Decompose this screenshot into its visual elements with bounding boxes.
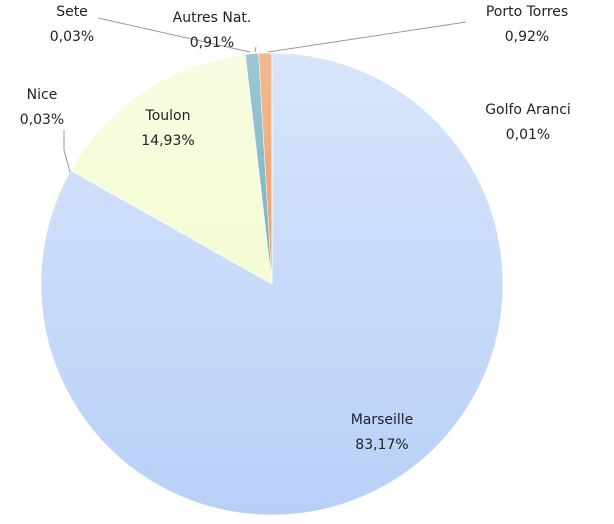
slice-label: Nice xyxy=(27,87,58,103)
leader-line xyxy=(63,130,71,173)
slice-value-label: 0,03% xyxy=(20,112,64,128)
labels: Marseille 83,17% Nice 0,03% Toulon 14,93% Sete… xyxy=(20,4,571,453)
slice-value-label: 14,93% xyxy=(141,133,194,149)
leader-line xyxy=(97,17,251,53)
slice-value-label: 0,92% xyxy=(505,29,549,45)
slice-label: Porto Torres xyxy=(486,4,568,20)
slice-value-label: 0,03% xyxy=(50,29,94,45)
leader-line xyxy=(267,21,467,53)
slice-value-label: 83,17% xyxy=(355,437,408,453)
pie xyxy=(40,52,504,516)
slice-value-label: 0,91% xyxy=(190,35,234,51)
slice-label: Marseille xyxy=(351,412,414,428)
slice-label: Golfo Aranci xyxy=(485,102,571,118)
slice-label: Sete xyxy=(56,4,88,20)
slice-label: Toulon xyxy=(145,108,191,124)
slice-value-label: 0,01% xyxy=(506,127,550,143)
slice-label: Autres Nat. xyxy=(173,10,252,26)
leader-line xyxy=(254,46,257,53)
